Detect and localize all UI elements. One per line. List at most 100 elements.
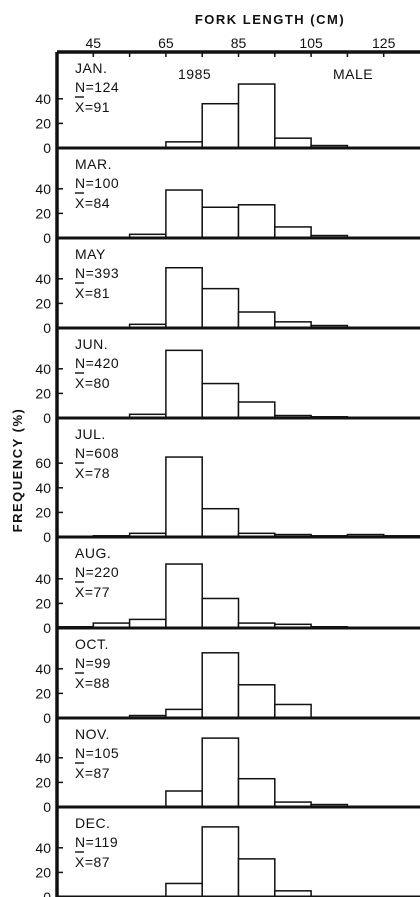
- y-tick-label: 60: [35, 455, 51, 471]
- histogram-bar: [237, 684, 276, 719]
- panel-month-label: OCT.: [75, 636, 109, 652]
- panel-n-label: N=100: [75, 175, 119, 191]
- histogram-bar: [237, 858, 276, 897]
- y-tick-label: 20: [35, 685, 51, 701]
- x-tick-label: 85: [231, 35, 247, 51]
- panel-month-label: JUN.: [75, 336, 108, 352]
- histogram-panel: 0 20 40 MAR. N=100 X=84: [35, 156, 349, 246]
- y-tick-label: 0: [43, 140, 51, 156]
- panel-month-label: AUG.: [75, 545, 111, 561]
- y-tick-label: 20: [35, 295, 51, 311]
- histogram-bar: [237, 204, 276, 239]
- histogram-panel: 0 20 40 JUN. N=420 X=80: [35, 336, 349, 426]
- panel-n-label: N=119: [75, 834, 118, 850]
- histogram-bar: [237, 777, 276, 808]
- histogram-bar: [201, 102, 240, 149]
- y-tick-label: 40: [35, 750, 51, 766]
- y-tick-label: 40: [35, 181, 51, 197]
- x-tick-label: 45: [86, 35, 102, 51]
- histogram-bar: [201, 382, 240, 419]
- panel-frame: [55, 50, 420, 897]
- y-tick-label: 20: [35, 504, 51, 520]
- y-tick-label: 40: [35, 571, 51, 587]
- year-label: 1985: [178, 66, 211, 82]
- histogram-panels: 0 20 40 JAN. N=124 X=91 0 20 40 MAR. N=100 X=84 0 20 4…: [35, 50, 420, 897]
- y-tick-label: 0: [43, 320, 51, 336]
- panel-mean-label: X=78: [75, 465, 110, 481]
- x-tick-label: 105: [299, 35, 323, 51]
- panel-mean-label: X=80: [75, 375, 110, 391]
- y-tick-label: 0: [43, 230, 51, 246]
- y-tick-label: 0: [43, 889, 51, 897]
- y-tick-label: 40: [35, 271, 51, 287]
- x-tick-label: 125: [372, 35, 396, 51]
- panel-mean-label: X=77: [75, 584, 110, 600]
- histogram-panel: 0 20 40 60 JUL. N=608 X=78: [35, 426, 420, 545]
- histogram-bar: [201, 287, 240, 329]
- x-tick-label: 65: [158, 35, 174, 51]
- histogram-panel: 0 20 40 DEC. N=119 X=87: [35, 815, 312, 897]
- histogram-bar: [165, 349, 203, 419]
- histogram-bar: [165, 882, 203, 897]
- y-tick-label: 0: [43, 710, 51, 726]
- panel-n-label: N=608: [75, 445, 119, 461]
- x-axis-title: FORK LENGTH (CM): [195, 12, 345, 27]
- panel-mean-label: X=84: [75, 195, 110, 211]
- histogram-bar: [201, 206, 240, 239]
- histogram-panel: 0 20 40 JAN. N=124 X=91: [35, 60, 349, 156]
- histogram-bar: [201, 826, 240, 897]
- histogram-bar: [165, 266, 203, 329]
- panel-month-label: JUL.: [75, 426, 106, 442]
- panel-n-label: N=99: [75, 655, 111, 671]
- y-tick-label: 0: [43, 620, 51, 636]
- histogram-bar: [274, 226, 312, 239]
- histogram-bar: [201, 652, 240, 719]
- panel-mean-label: X=87: [75, 765, 110, 781]
- panel-n-label: N=420: [75, 355, 119, 371]
- histogram-panel: 0 20 40 OCT. N=99 X=88: [35, 636, 312, 726]
- histogram-panel: 0 20 40 NOV. N=105 X=87: [35, 726, 349, 815]
- panel-mean-label: X=87: [75, 854, 110, 870]
- panel-n-label: N=124: [75, 79, 119, 95]
- y-tick-label: 0: [43, 529, 51, 545]
- panel-mean-label: X=81: [75, 285, 110, 301]
- histogram-bar: [201, 507, 240, 538]
- histogram-bar: [274, 703, 312, 719]
- y-tick-label: 40: [35, 840, 51, 856]
- histogram-bar: [201, 737, 240, 808]
- histogram-bar: [237, 311, 276, 329]
- y-tick-label: 40: [35, 480, 51, 496]
- histogram-panel: 0 20 40 AUG. N=220 X=77: [35, 545, 349, 636]
- y-tick-label: 40: [35, 91, 51, 107]
- panel-n-label: N=220: [75, 564, 119, 580]
- histogram-bar: [165, 456, 203, 538]
- histogram-bar: [237, 83, 276, 149]
- panel-n-label: N=393: [75, 265, 119, 281]
- histogram-bar: [237, 401, 276, 419]
- panel-month-label: MAR.: [75, 156, 112, 172]
- y-tick-label: 20: [35, 595, 51, 611]
- panel-mean-label: X=91: [75, 99, 110, 115]
- panel-mean-label: X=88: [75, 675, 110, 691]
- y-tick-label: 20: [35, 864, 51, 880]
- y-tick-label: 0: [43, 799, 51, 815]
- histogram-bar: [165, 563, 203, 629]
- panel-month-label: DEC.: [75, 815, 110, 831]
- panel-month-label: MAY: [75, 246, 106, 262]
- histogram-bar: [165, 189, 203, 239]
- panel-month-label: JAN.: [75, 60, 107, 76]
- y-tick-label: 40: [35, 661, 51, 677]
- histogram-bar: [201, 597, 240, 629]
- sex-label: MALE: [333, 66, 373, 82]
- y-tick-label: 20: [35, 774, 51, 790]
- y-axis-title: FREQUENCY (%): [10, 408, 25, 533]
- panel-month-label: NOV.: [75, 726, 110, 742]
- histogram-bar: [165, 790, 203, 808]
- panel-n-label: N=105: [75, 745, 119, 761]
- y-tick-label: 40: [35, 361, 51, 377]
- y-tick-label: 20: [35, 205, 51, 221]
- histogram-panel: 0 20 40 MAY N=393 X=81: [35, 246, 349, 336]
- y-tick-label: 20: [35, 115, 51, 131]
- y-tick-label: 0: [43, 410, 51, 426]
